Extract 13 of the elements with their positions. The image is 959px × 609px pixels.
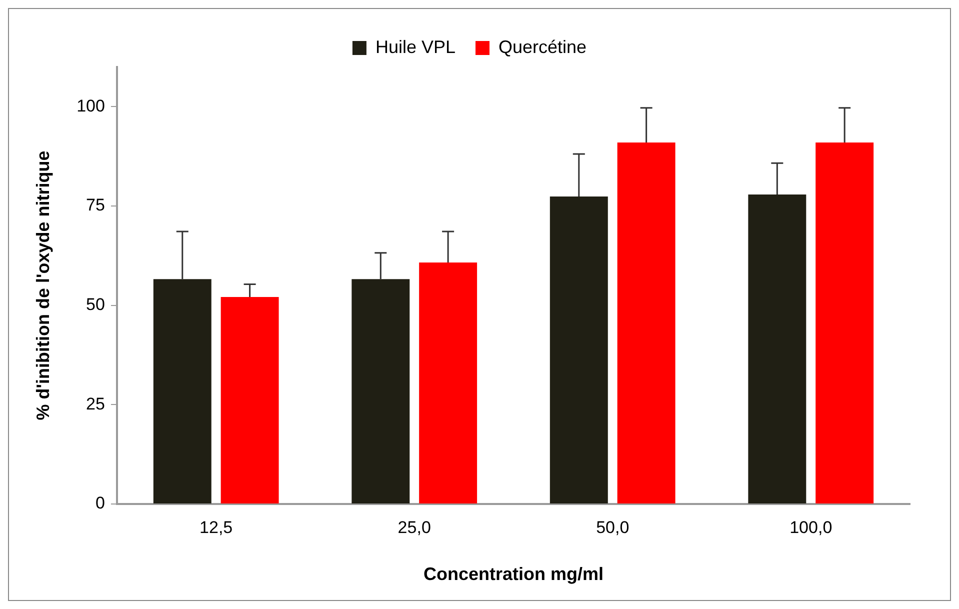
legend-label: Quercétine xyxy=(498,36,587,57)
x-tick-label: 25,0 xyxy=(398,518,431,537)
y-tick-label: 100 xyxy=(76,96,105,116)
y-tick-label: 0 xyxy=(95,494,105,513)
x-tick-label: 12,5 xyxy=(200,518,233,537)
y-tick-label: 25 xyxy=(86,394,105,414)
y-axis-title: % d'inibition de l'oxyde nitrique xyxy=(32,150,53,420)
x-axis-title: Concentration mg/ml xyxy=(423,564,604,584)
x-tick-label: 100,0 xyxy=(790,518,832,537)
x-tick-label: 50,0 xyxy=(596,518,630,537)
y-tick-label: 50 xyxy=(86,295,105,314)
y-tick-label: 75 xyxy=(86,196,105,215)
legend-label: Huile VPL xyxy=(375,36,456,57)
